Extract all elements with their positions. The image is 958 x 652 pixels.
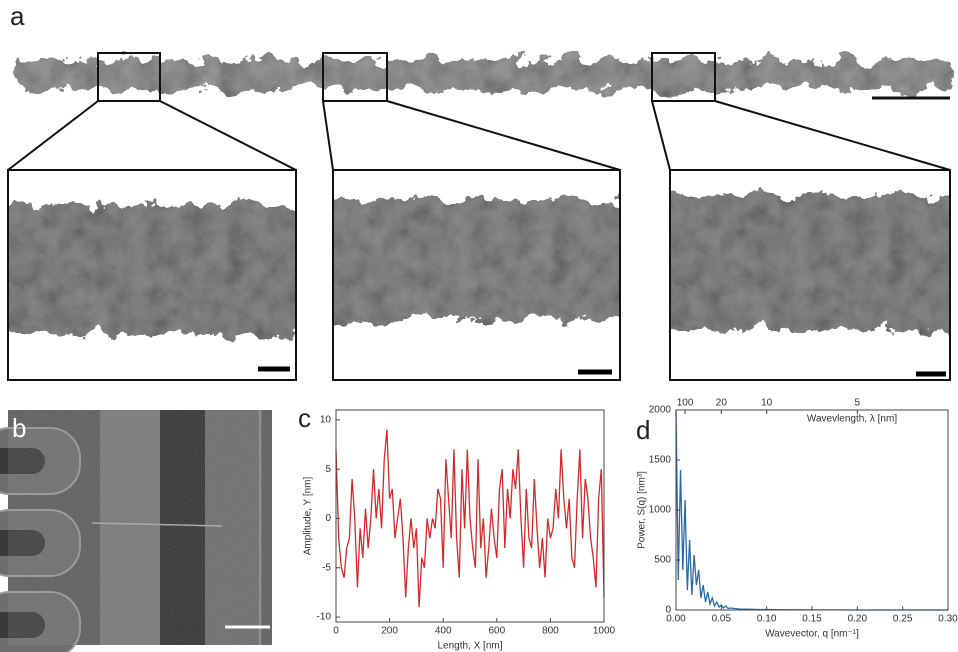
y-tick-label: 0	[665, 605, 671, 616]
y-tick-label: 500	[654, 555, 671, 566]
x-tick-label: 0.25	[893, 614, 913, 625]
inset-frames	[7, 169, 951, 381]
inset	[333, 170, 620, 380]
y-tick-label: 5	[325, 464, 331, 475]
y-tick-label: 1000	[649, 505, 672, 516]
x-tick-label: 1000	[593, 626, 616, 637]
y-tick-label: 2000	[649, 405, 672, 416]
x-tick-label: 0.00	[666, 614, 686, 625]
scale-bars	[258, 366, 946, 377]
x2-tick-label: 5	[855, 398, 861, 409]
inset	[8, 170, 296, 380]
panel-label: b	[12, 413, 26, 443]
x2-tick-label: 100	[677, 398, 694, 409]
panel-label: c	[298, 403, 311, 433]
x-tick-label: 0.10	[757, 614, 777, 625]
x-tick-label: 600	[488, 626, 505, 637]
x-axis-label: Wavevector, q [nm⁻¹]	[765, 629, 859, 640]
x2-tick-label: 10	[761, 398, 773, 409]
x-tick-label: 200	[381, 626, 398, 637]
y-tick-label: -5	[322, 562, 331, 573]
y-tick-label: 0	[325, 513, 331, 524]
y-tick-label: 10	[320, 415, 332, 426]
x-tick-label: 0	[333, 626, 339, 637]
data-line	[675, 409, 948, 611]
panel-label: d	[636, 415, 650, 445]
plot-frame	[335, 409, 605, 623]
nanowire	[14, 60, 954, 90]
x-axis-label: Length, X [nm]	[437, 641, 502, 652]
y-tick-label: 1500	[649, 455, 672, 466]
zoom-boxes	[7, 52, 951, 171]
x-tick-label: 800	[542, 626, 559, 637]
plot-frame	[675, 409, 949, 611]
y-tick-label: -10	[317, 612, 332, 623]
x-tick-label: 0.20	[848, 614, 868, 625]
x2-axis-label: Wavevlength, λ [nm]	[807, 414, 897, 425]
y-axis-label: Power, S(q) [nm³]	[637, 471, 648, 549]
inset	[670, 170, 950, 380]
x-tick-label: 400	[435, 626, 452, 637]
data-line	[335, 429, 605, 608]
x2-tick-label: 20	[716, 398, 728, 409]
y-axis-label: Amplitude, Y [nm]	[303, 477, 314, 556]
x-tick-label: 0.05	[712, 614, 732, 625]
x-tick-label: 0.30	[938, 614, 958, 625]
x-tick-label: 0.15	[802, 614, 822, 625]
sem-image	[0, 410, 272, 652]
panel-label: a	[10, 1, 25, 31]
